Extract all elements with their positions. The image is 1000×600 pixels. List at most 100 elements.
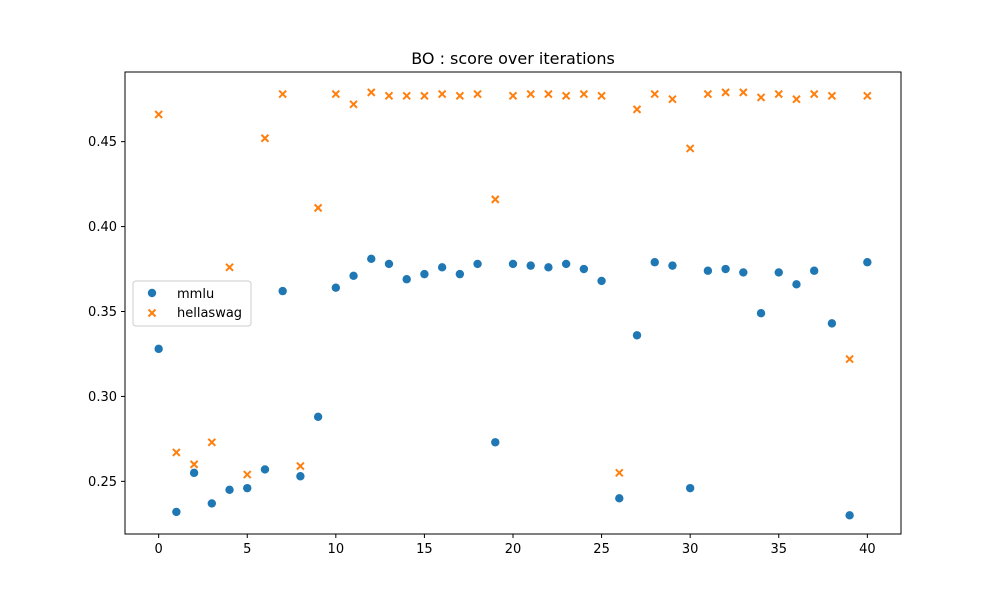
chart-title: BO : score over iterations — [411, 49, 615, 68]
legend-label-hellaswag: hellaswag — [177, 306, 242, 321]
point-hellaswag — [863, 91, 872, 100]
point-hellaswag — [437, 89, 447, 99]
point-mmlu — [296, 472, 305, 481]
point-mmlu — [632, 331, 642, 340]
point-hellaswag — [668, 94, 677, 104]
point-hellaswag — [721, 88, 730, 97]
point-hellaswag — [455, 91, 465, 100]
legend-marker-mmlu — [147, 288, 157, 298]
point-hellaswag — [792, 94, 801, 104]
point-hellaswag — [384, 91, 394, 100]
point-mmlu — [721, 264, 730, 274]
point-hellaswag — [331, 89, 341, 99]
y-tick-label: 0.25 — [88, 475, 117, 490]
point-hellaswag — [207, 438, 217, 447]
point-mmlu — [243, 483, 252, 493]
point-hellaswag — [544, 89, 553, 99]
point-mmlu — [367, 254, 376, 264]
point-hellaswag — [809, 89, 819, 99]
point-hellaswag — [597, 91, 606, 100]
point-hellaswag — [739, 88, 748, 97]
point-mmlu — [650, 258, 659, 267]
series-hellaswag — [154, 88, 872, 479]
point-mmlu — [845, 511, 854, 520]
point-mmlu — [703, 266, 713, 275]
point-hellaswag — [313, 203, 323, 213]
point-hellaswag — [296, 461, 305, 471]
legend-marker-hellaswag — [147, 308, 157, 318]
point-mmlu — [739, 268, 748, 277]
point-mmlu — [615, 494, 624, 503]
x-tick-label: 40 — [859, 542, 876, 557]
point-mmlu — [579, 264, 589, 274]
point-mmlu — [402, 275, 411, 284]
point-mmlu — [437, 263, 447, 272]
point-hellaswag — [703, 89, 713, 99]
point-hellaswag — [579, 89, 589, 99]
point-mmlu — [792, 280, 801, 289]
point-hellaswag — [827, 91, 837, 100]
point-hellaswag — [473, 89, 482, 99]
point-hellaswag — [756, 93, 766, 102]
point-hellaswag — [367, 88, 376, 97]
x-tick-label: 20 — [505, 542, 522, 557]
y-tick-label: 0.30 — [88, 390, 117, 405]
point-hellaswag — [278, 89, 287, 99]
point-mmlu — [331, 283, 341, 292]
point-hellaswag — [685, 144, 695, 153]
x-tick-label: 25 — [593, 542, 610, 557]
point-mmlu — [756, 308, 766, 318]
point-mmlu — [473, 259, 482, 269]
point-mmlu — [154, 344, 163, 354]
point-mmlu — [863, 258, 872, 267]
y-tick-label: 0.45 — [88, 135, 117, 150]
point-mmlu — [774, 268, 783, 277]
y-axis: 0.25 0.30 0.35 0.40 0.45 — [88, 135, 125, 490]
point-mmlu — [685, 483, 695, 493]
series-layer — [154, 88, 872, 520]
point-mmlu — [668, 261, 677, 270]
point-mmlu — [508, 259, 518, 269]
point-hellaswag — [615, 468, 624, 478]
point-hellaswag — [154, 110, 163, 119]
point-mmlu — [526, 261, 535, 270]
x-axis: 0 5 10 15 20 25 30 35 40 — [155, 534, 876, 557]
point-mmlu — [491, 438, 500, 447]
legend-label-mmlu: mmlu — [177, 287, 214, 302]
series-mmlu — [154, 254, 872, 520]
legend-box — [132, 280, 252, 327]
point-hellaswag — [243, 470, 252, 479]
point-mmlu — [809, 266, 819, 275]
point-hellaswag — [172, 448, 181, 457]
y-tick-label: 0.35 — [88, 305, 117, 320]
point-mmlu — [225, 485, 234, 495]
point-hellaswag — [420, 91, 429, 100]
point-hellaswag — [845, 354, 854, 364]
point-hellaswag — [349, 100, 358, 109]
point-hellaswag — [508, 91, 518, 100]
point-mmlu — [544, 263, 553, 272]
point-mmlu — [278, 286, 287, 296]
point-mmlu — [561, 259, 571, 269]
point-hellaswag — [774, 89, 783, 99]
point-hellaswag — [632, 105, 642, 114]
x-tick-label: 10 — [328, 542, 345, 557]
point-mmlu — [313, 412, 323, 422]
y-tick-label: 0.40 — [88, 220, 117, 235]
point-mmlu — [172, 507, 181, 517]
point-hellaswag — [402, 91, 411, 100]
x-tick-label: 15 — [416, 542, 433, 557]
point-mmlu — [349, 271, 358, 281]
point-mmlu — [827, 319, 837, 328]
x-tick-label: 35 — [770, 542, 787, 557]
x-tick-label: 30 — [682, 542, 699, 557]
legend: mmlu hellaswag — [132, 280, 252, 327]
point-mmlu — [455, 269, 465, 279]
point-mmlu — [420, 269, 429, 279]
point-hellaswag — [225, 263, 234, 272]
x-tick-label: 5 — [243, 542, 251, 557]
point-hellaswag — [491, 195, 500, 204]
x-tick-label: 0 — [155, 542, 163, 557]
point-mmlu — [189, 468, 199, 478]
